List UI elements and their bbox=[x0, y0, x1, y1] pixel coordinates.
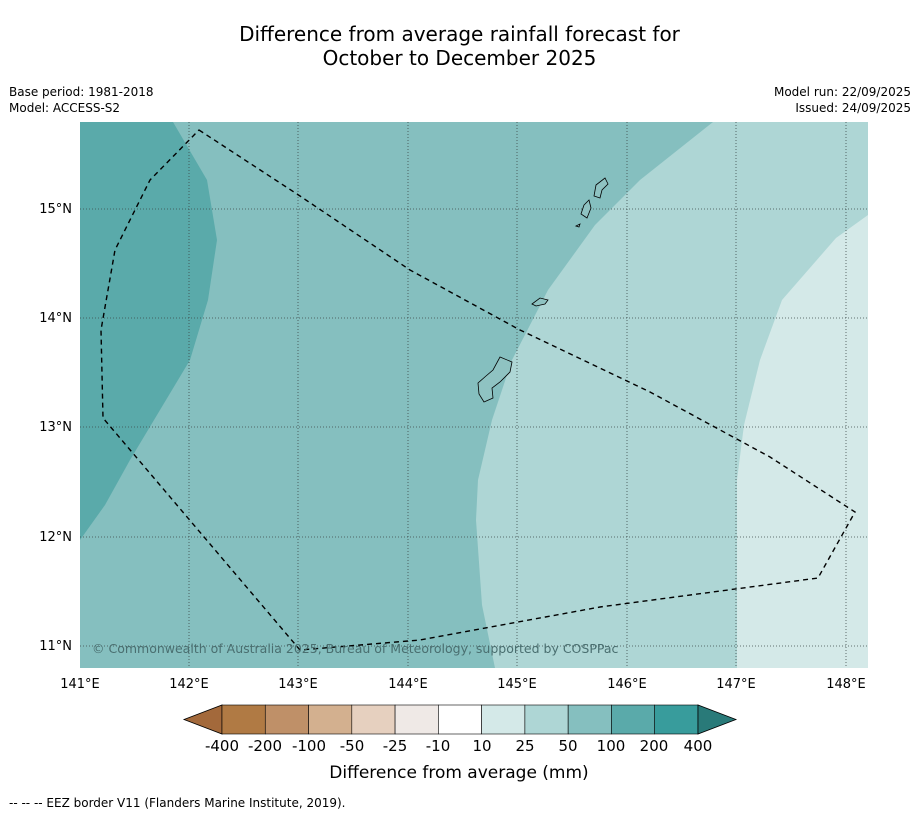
colorbar-label: 200 bbox=[640, 737, 669, 755]
colorbar-segment bbox=[481, 704, 526, 735]
lon-tick: 147°E bbox=[716, 677, 756, 692]
colorbar-label: -50 bbox=[340, 737, 365, 755]
lat-tick: 11°N bbox=[39, 639, 72, 654]
colorbar-label: 400 bbox=[684, 737, 713, 755]
lon-tick: 143°E bbox=[278, 677, 318, 692]
base-period: Base period: 1981-2018 bbox=[9, 85, 154, 99]
zone-10-25 bbox=[737, 215, 868, 668]
copyright-notice: © Commonwealth of Australia 2025, Bureau… bbox=[92, 641, 618, 656]
title-line-1: Difference from average rainfall forecas… bbox=[239, 22, 680, 46]
colorbar-segment bbox=[221, 704, 266, 735]
meta-left: Base period: 1981-2018 Model: ACCESS-S2 bbox=[9, 84, 154, 116]
colorbar-label: 100 bbox=[597, 737, 626, 755]
lon-tick-labels: 141°E 142°E 143°E 144°E 145°E 146°E 147°… bbox=[60, 677, 866, 692]
colorbar-segment bbox=[394, 704, 439, 735]
lon-tick: 142°E bbox=[169, 677, 209, 692]
colorbar-label: -400 bbox=[205, 737, 239, 755]
lat-tick: 12°N bbox=[39, 530, 72, 545]
island-aguijan bbox=[574, 223, 581, 228]
issued-date: Issued: 24/09/2025 bbox=[795, 101, 911, 115]
colorbar bbox=[182, 704, 738, 735]
zone-100-200 bbox=[80, 122, 217, 540]
lon-tick: 146°E bbox=[607, 677, 647, 692]
model-name: Model: ACCESS-S2 bbox=[9, 101, 121, 115]
colorbar-segment bbox=[611, 704, 655, 735]
lon-tick: 148°E bbox=[826, 677, 866, 692]
island-rota bbox=[531, 297, 549, 307]
colorbar-segment bbox=[654, 704, 699, 735]
island-guam bbox=[477, 356, 513, 403]
lon-tick: 144°E bbox=[388, 677, 428, 692]
map-plot-area bbox=[80, 122, 868, 668]
colorbar-segment bbox=[308, 704, 353, 735]
colorbar-label: 10 bbox=[472, 737, 491, 755]
lon-tick: 145°E bbox=[497, 677, 537, 692]
lat-tick: 14°N bbox=[39, 311, 72, 326]
colorbar-segment bbox=[524, 704, 569, 735]
lat-tick: 13°N bbox=[39, 420, 72, 435]
colorbar-label: 25 bbox=[515, 737, 534, 755]
model-run: Model run: 22/09/2025 bbox=[773, 85, 911, 99]
meta-right: Model run: 22/09/2025 Issued: 24/09/2025 bbox=[774, 84, 911, 116]
lon-tick: 141°E bbox=[60, 677, 100, 692]
colorbar-labels: -400 -200 -100 -50 -25 -10 10 25 50 100 … bbox=[205, 737, 712, 755]
colorbar-label: 50 bbox=[558, 737, 577, 755]
colorbar-title: Difference from average (mm) bbox=[329, 763, 588, 783]
island-outlines bbox=[477, 177, 609, 403]
colorbar-segment bbox=[438, 704, 482, 735]
colorbar-label: -100 bbox=[292, 737, 326, 755]
island-saipan bbox=[593, 177, 609, 199]
colorbar-label: -25 bbox=[383, 737, 408, 755]
title-line-2: October to December 2025 bbox=[322, 46, 597, 70]
colorbar-segment bbox=[351, 704, 396, 735]
lat-tick: 15°N bbox=[39, 202, 72, 217]
colorbar-arrow-high bbox=[697, 704, 738, 735]
colorbar-segment bbox=[264, 704, 309, 735]
colorbar-segment bbox=[567, 704, 612, 735]
eez-border bbox=[100, 129, 856, 651]
chart-title: Difference from average rainfall forecas… bbox=[0, 22, 919, 70]
colorbar-arrow-low bbox=[182, 704, 223, 735]
gridlines bbox=[80, 122, 868, 668]
colorbar-label: -10 bbox=[426, 737, 451, 755]
colorbar-label: -200 bbox=[248, 737, 282, 755]
eez-footnote: -- -- -- EEZ border V11 (Flanders Marine… bbox=[9, 796, 346, 810]
island-tinian bbox=[580, 199, 592, 219]
lat-tick-labels: 15°N 14°N 13°N 12°N 11°N bbox=[39, 202, 72, 654]
